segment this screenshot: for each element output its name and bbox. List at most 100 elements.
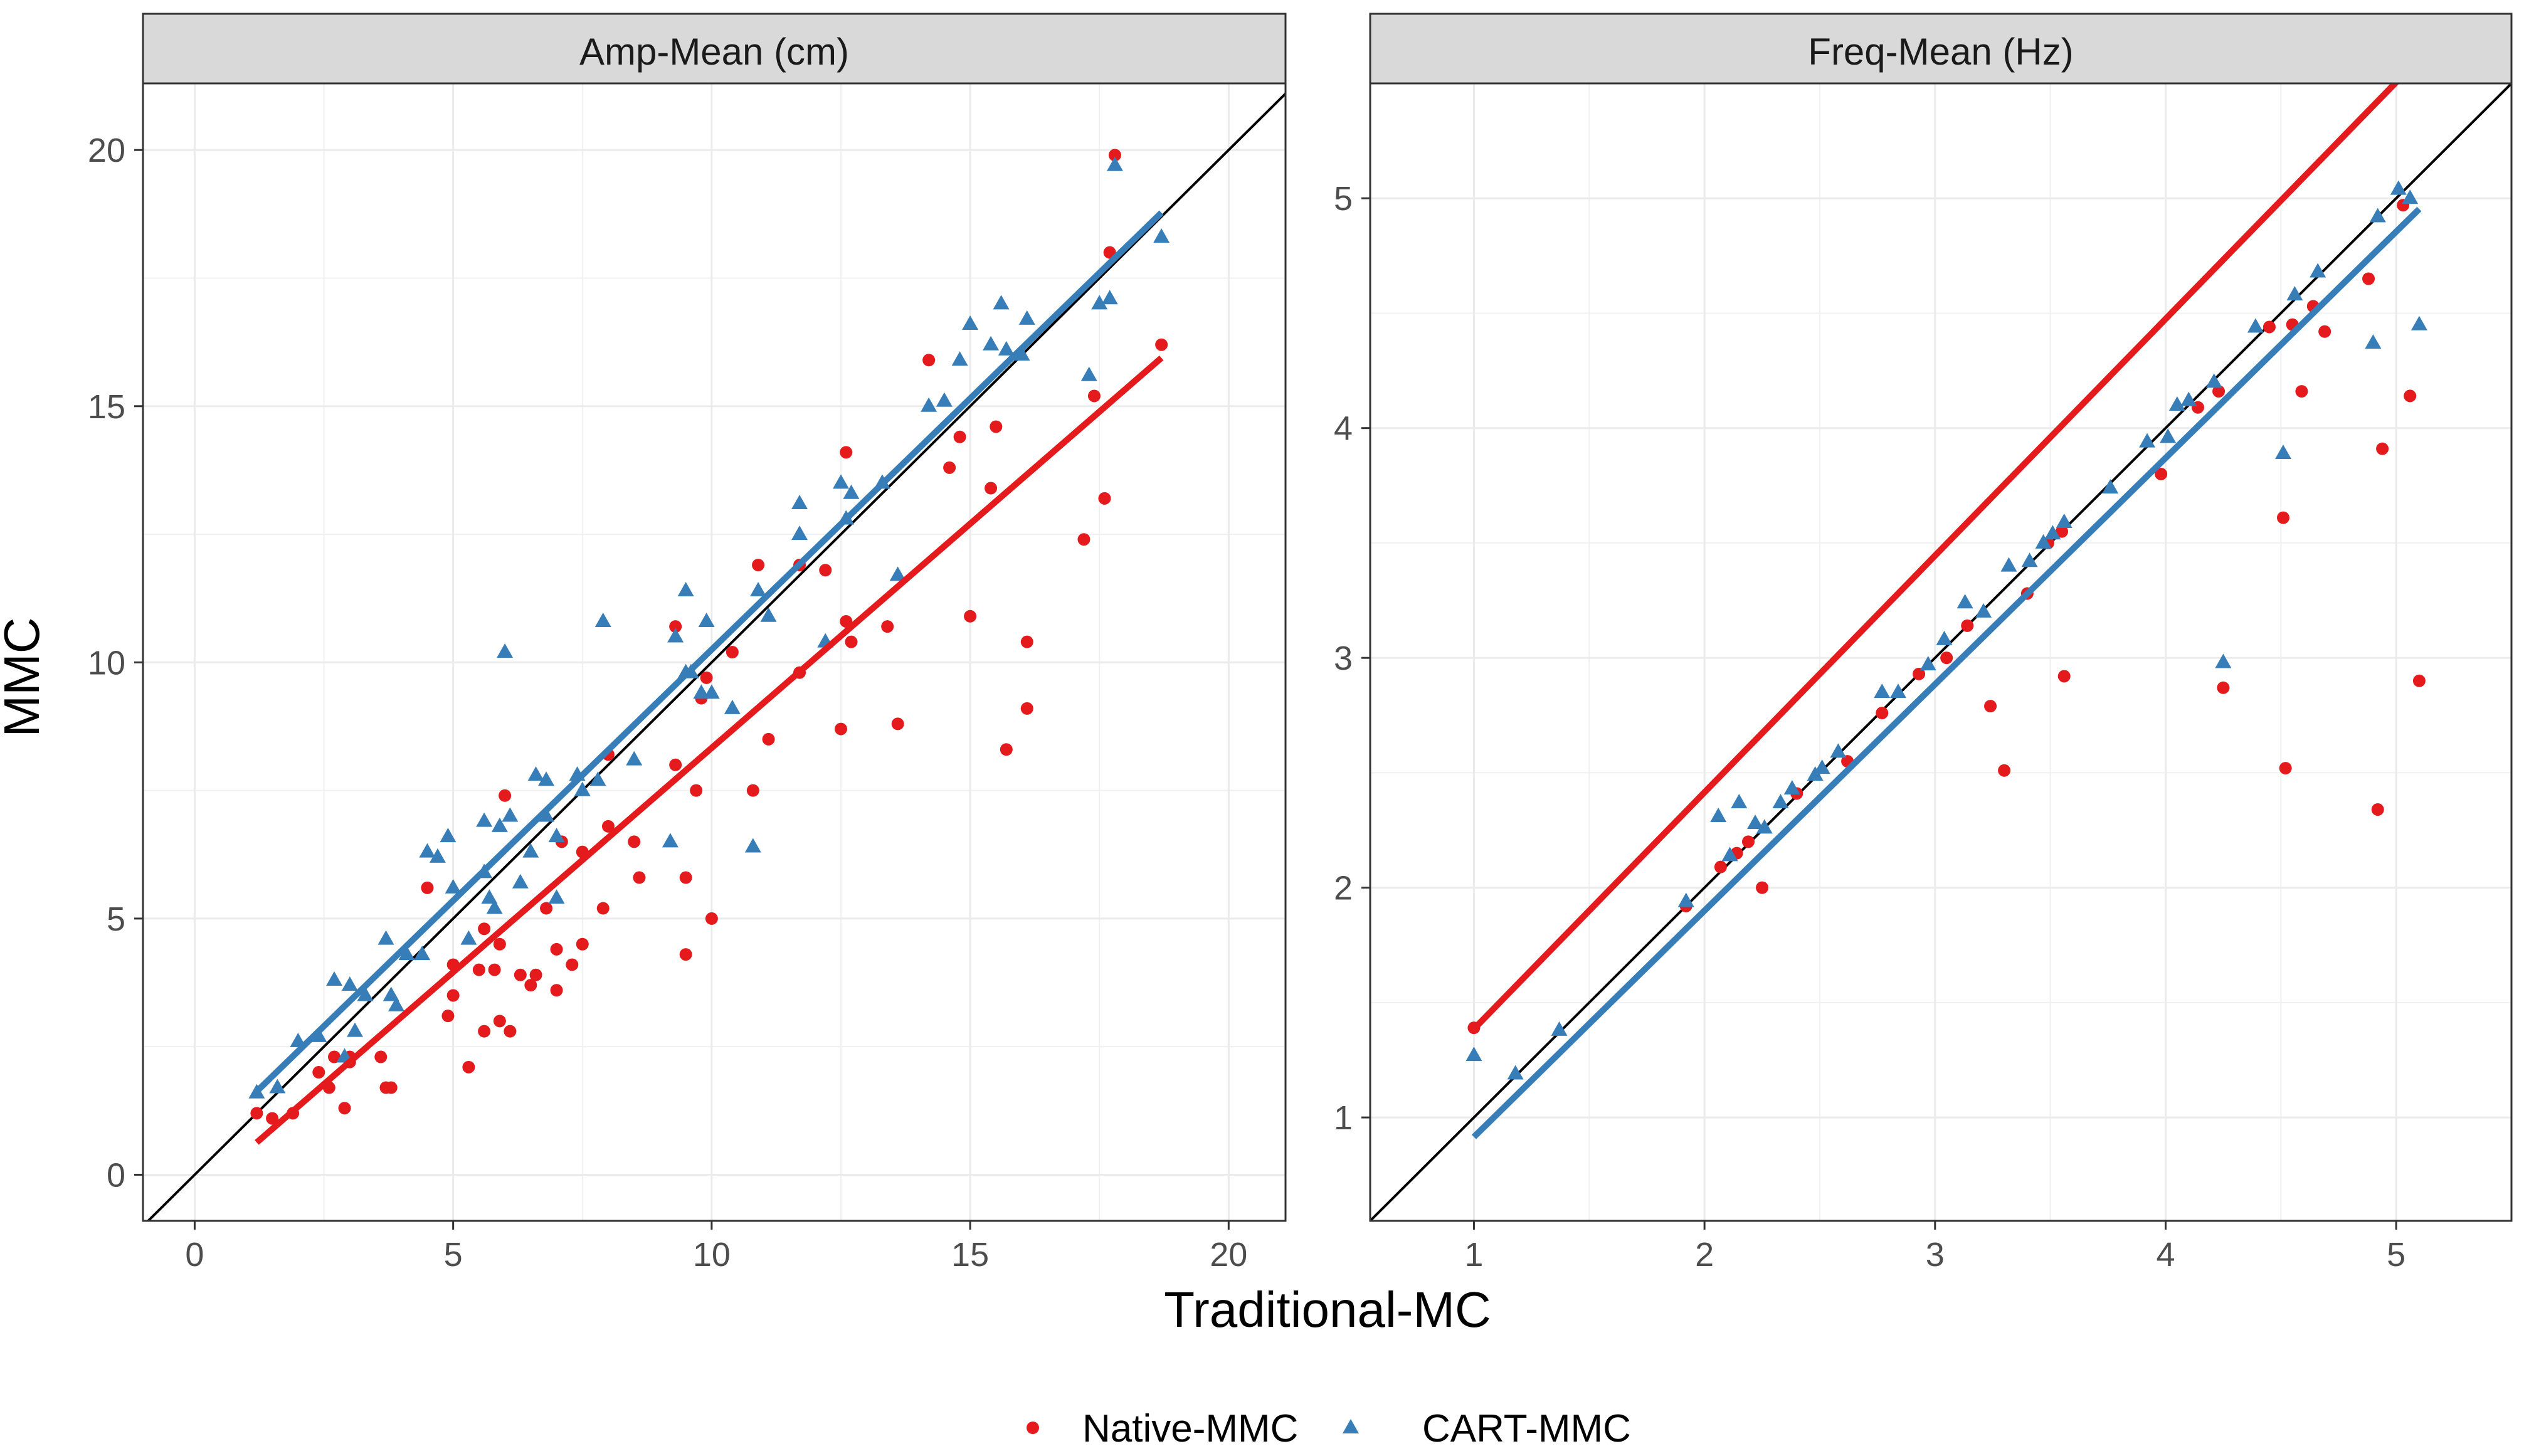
point-native-mmc — [478, 1025, 491, 1038]
point-native-mmc — [700, 671, 713, 684]
point-native-mmc — [2295, 385, 2308, 398]
point-native-mmc — [762, 732, 775, 746]
point-native-mmc — [943, 461, 956, 474]
point-cart-mmc — [383, 986, 399, 1001]
plot-content — [146, 92, 1286, 1221]
point-native-mmc — [881, 620, 894, 633]
point-cart-mmc — [481, 889, 498, 904]
point-cart-mmc — [889, 566, 906, 581]
point-native-mmc — [1940, 652, 1953, 665]
point-native-mmc — [679, 871, 692, 884]
point-cart-mmc — [1975, 603, 1992, 618]
x-tick-label: 1 — [1464, 1236, 1483, 1274]
point-cart-mmc — [1731, 794, 1748, 809]
point-native-mmc — [566, 958, 579, 971]
point-cart-mmc — [445, 878, 462, 894]
point-native-mmc — [338, 1102, 351, 1115]
point-native-mmc — [985, 482, 998, 495]
point-cart-mmc — [1018, 310, 1035, 325]
point-native-mmc — [679, 948, 692, 961]
point-native-mmc — [690, 784, 703, 797]
point-native-mmc — [1756, 881, 1769, 894]
point-native-mmc — [726, 646, 739, 658]
point-cart-mmc — [693, 684, 710, 699]
point-cart-mmc — [843, 484, 860, 499]
point-cart-mmc — [791, 525, 808, 541]
point-cart-mmc — [1756, 819, 1773, 834]
point-native-mmc — [421, 881, 434, 894]
point-native-mmc — [2212, 385, 2226, 398]
point-cart-mmc — [440, 828, 457, 843]
point-cart-mmc — [2021, 552, 2038, 567]
x-tick-label: 10 — [693, 1236, 731, 1274]
point-native-mmc — [576, 937, 589, 951]
point-cart-mmc — [1889, 683, 1906, 699]
point-cart-mmc — [347, 1022, 364, 1037]
point-cart-mmc — [476, 812, 493, 827]
point-native-mmc — [250, 1107, 263, 1120]
point-native-mmc — [1108, 149, 1121, 162]
legend-item-native-mmc: Native-MMC — [1027, 1407, 1298, 1450]
point-cart-mmc — [760, 607, 777, 622]
point-cart-mmc — [667, 628, 684, 643]
x-tick-label: 3 — [1926, 1236, 1945, 1274]
y-tick-label: 20 — [88, 132, 125, 169]
point-native-mmc — [891, 717, 904, 731]
point-cart-mmc — [1814, 759, 1830, 774]
point-native-mmc — [504, 1025, 517, 1038]
point-native-mmc — [819, 564, 832, 577]
facet-strip — [1369, 13, 2513, 85]
point-cart-mmc — [1465, 1047, 1482, 1062]
point-cart-mmc — [1013, 346, 1030, 361]
y-tick-label: 4 — [1334, 410, 1353, 448]
x-tick-label: 2 — [1695, 1236, 1714, 1274]
point-native-mmc — [514, 968, 527, 981]
point-native-mmc — [499, 789, 512, 802]
point-cart-mmc — [921, 397, 937, 412]
x-tick-label: 4 — [2156, 1236, 2175, 1274]
point-native-mmc — [1913, 667, 1926, 680]
point-cart-mmc — [1721, 847, 1738, 862]
point-cart-mmc — [2310, 263, 2326, 278]
panel-border — [142, 82, 1287, 1222]
point-native-mmc — [266, 1112, 279, 1125]
point-native-mmc — [540, 902, 553, 915]
point-cart-mmc — [2160, 428, 2177, 443]
point-cart-mmc — [962, 315, 979, 330]
point-native-mmc — [312, 1066, 325, 1079]
point-cart-mmc — [460, 930, 477, 945]
point-cart-mmc — [1783, 780, 1800, 795]
point-cart-mmc — [1936, 630, 1953, 645]
point-native-mmc — [1020, 702, 1033, 715]
point-cart-mmc — [2275, 445, 2291, 460]
point-cart-mmc — [548, 889, 565, 904]
point-cart-mmc — [750, 581, 767, 596]
point-cart-mmc — [2390, 180, 2407, 195]
point-native-mmc — [462, 1060, 475, 1074]
y-tick-label: 5 — [1334, 180, 1353, 218]
y-tick-label: 5 — [107, 900, 125, 938]
point-native-mmc — [1087, 389, 1101, 403]
point-native-mmc — [1020, 635, 1033, 648]
point-native-mmc — [964, 609, 977, 623]
point-cart-mmc — [1677, 892, 1694, 907]
point-cart-mmc — [744, 838, 761, 853]
point-native-mmc — [1098, 492, 1111, 505]
point-cart-mmc — [2369, 208, 2386, 223]
point-native-mmc — [478, 922, 491, 936]
point-cart-mmc — [1091, 295, 1108, 310]
point-cart-mmc — [724, 699, 741, 714]
panel-border — [1369, 82, 2513, 1222]
point-native-mmc — [493, 937, 506, 951]
point-cart-mmc — [574, 781, 591, 796]
point-native-mmc — [2371, 803, 2384, 816]
point-cart-mmc — [1772, 794, 1789, 809]
point-cart-mmc — [951, 351, 968, 366]
point-cart-mmc — [2247, 318, 2264, 333]
point-cart-mmc — [1106, 156, 1123, 171]
facet-strip-title: Freq-Mean (Hz) — [1808, 31, 2073, 73]
point-cart-mmc — [2286, 286, 2303, 301]
point-native-mmc — [374, 1050, 388, 1063]
point-cart-mmc — [2410, 315, 2427, 330]
y-tick-label: 1 — [1334, 1099, 1353, 1137]
